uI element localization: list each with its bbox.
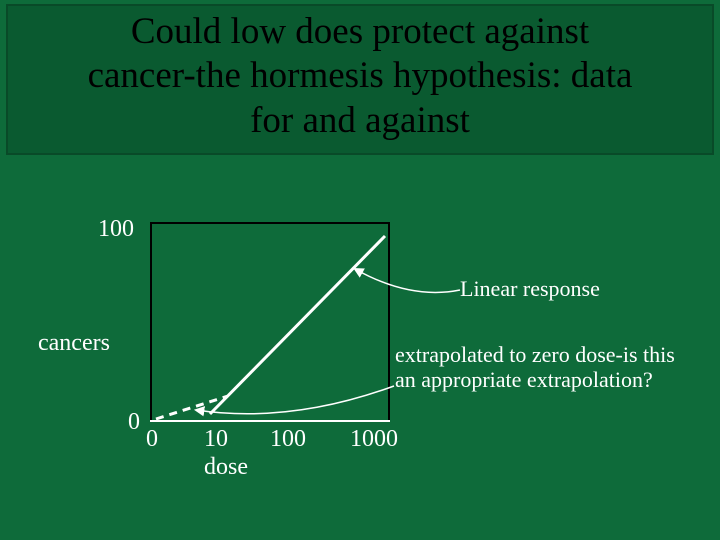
y-tick-max: 100 [98,216,134,243]
annotation-extrap-l2: an appropriate extrapolation? [395,367,653,392]
x-tick-0: 0 [146,426,158,453]
y-tick-min: 0 [128,409,140,436]
title-line-1: Could low does protect against [16,10,704,54]
x-tick-100: 100 [270,426,306,453]
title-line-2: cancer-the hormesis hypothesis: data [16,54,704,98]
plot-frame [150,222,390,422]
y-axis-label: cancers [38,330,110,357]
annotation-linear-response: Linear response [460,276,600,301]
annotation-extrap-l1: extrapolated to zero dose-is this [395,342,675,367]
x-axis-label: dose [204,454,248,481]
chart: 100 0 cancers 0 10 100 1000 dose [150,222,390,422]
x-tick-10: 10 [204,426,228,453]
x-axis-line [150,420,390,422]
title-line-3: for and against [16,99,704,143]
x-tick-1000: 1000 [350,426,398,453]
title-panel: Could low does protect against cancer-th… [6,4,714,155]
annotation-extrapolation: extrapolated to zero dose-is this an app… [395,342,705,393]
